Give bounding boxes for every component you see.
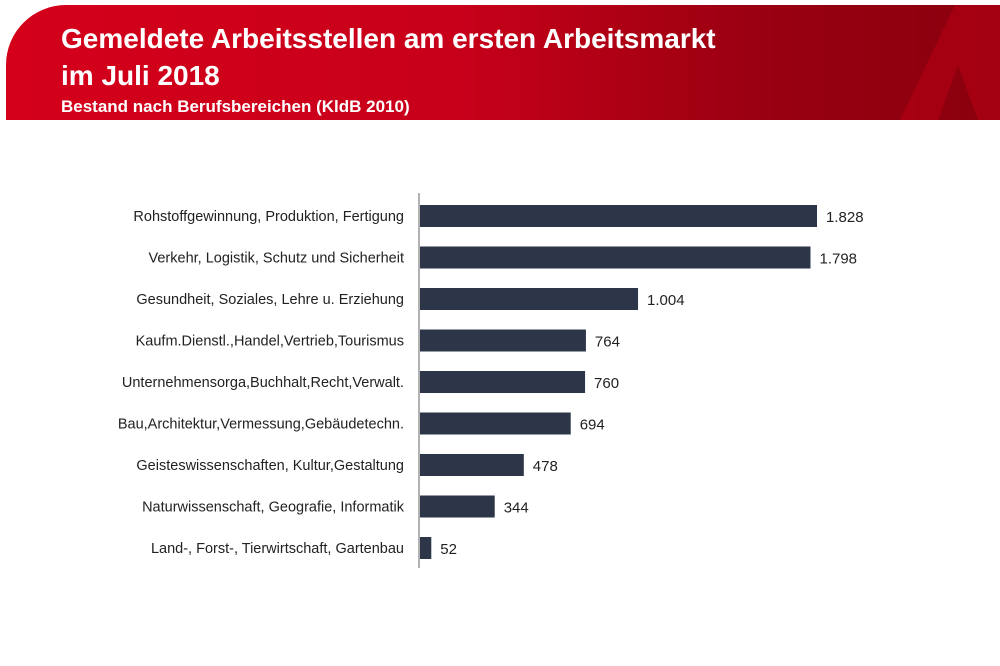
title-line-2: im Juli 2018 bbox=[61, 60, 220, 91]
bar bbox=[420, 246, 811, 269]
category-label: Land-, Forst-, Tierwirtschaft, Gartenbau bbox=[151, 541, 404, 557]
data-label: 52 bbox=[440, 541, 457, 558]
category-label: Geisteswissenschaften, Kultur,Gestaltung bbox=[136, 458, 404, 474]
data-label: 760 bbox=[594, 375, 619, 392]
data-label: 1.828 bbox=[826, 209, 864, 226]
page-title: Gemeldete Arbeitsstellen am ersten Arbei… bbox=[61, 20, 716, 94]
page-subtitle: Bestand nach Berufsbereichen (KldB 2010) bbox=[61, 97, 410, 116]
bar bbox=[420, 205, 817, 227]
bar bbox=[420, 454, 524, 476]
data-label: 344 bbox=[504, 500, 529, 517]
bar bbox=[420, 329, 586, 352]
category-label: Unternehmensorga,Buchhalt,Recht,Verwalt. bbox=[122, 375, 404, 391]
agency-logo-icon bbox=[900, 5, 1000, 120]
data-label: 694 bbox=[580, 417, 605, 434]
bar bbox=[420, 371, 586, 393]
data-label: 764 bbox=[595, 334, 620, 351]
header-band: Gemeldete Arbeitsstellen am ersten Arbei… bbox=[6, 5, 1000, 120]
category-label: Verkehr, Logistik, Schutz und Sicherheit bbox=[148, 251, 404, 267]
data-label: 1.004 bbox=[647, 292, 685, 309]
category-label: Kaufm.Dienstl.,Handel,Vertrieb,Tourismus bbox=[136, 334, 404, 350]
category-label: Naturwissenschaft, Geografie, Informatik bbox=[142, 500, 405, 516]
category-label: Gesundheit, Soziales, Lehre u. Erziehung bbox=[136, 292, 404, 308]
bar bbox=[420, 537, 432, 559]
bar bbox=[420, 288, 639, 310]
category-label: Rohstoffgewinnung, Produktion, Fertigung bbox=[133, 209, 404, 225]
data-label: 1.798 bbox=[819, 251, 857, 268]
bar bbox=[420, 495, 495, 518]
category-label: Bau,Architektur,Vermessung,Gebäudetechn. bbox=[118, 417, 404, 433]
bar bbox=[420, 412, 571, 435]
title-line-1: Gemeldete Arbeitsstellen am ersten Arbei… bbox=[61, 23, 716, 54]
data-label: 478 bbox=[533, 458, 558, 475]
